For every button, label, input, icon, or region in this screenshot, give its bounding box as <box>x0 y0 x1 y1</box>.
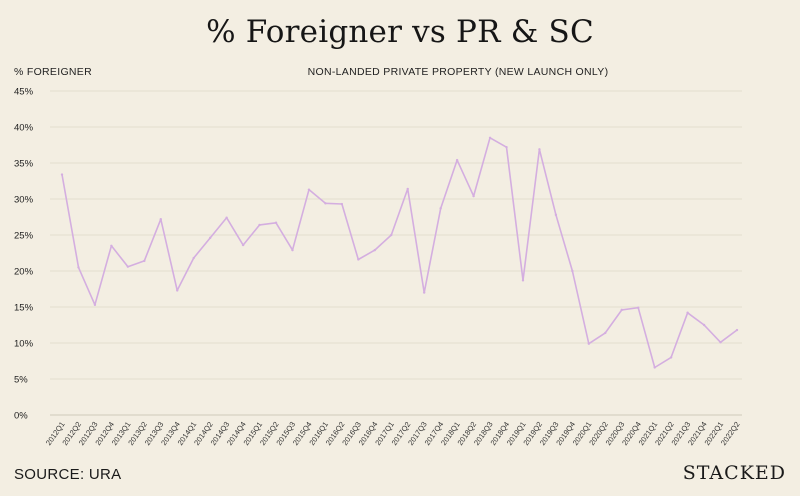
data-point <box>176 289 179 292</box>
y-tick-labels: 0% 5% 10% 15% 20% 25% 30% 35% 40% 45% <box>14 87 34 422</box>
grid-lines <box>50 90 742 416</box>
chart-title: % Foreigner vs PR & SC <box>206 14 594 50</box>
data-point <box>340 202 344 206</box>
y-axis-label: % FOREIGNER <box>14 66 92 78</box>
data-point <box>390 233 393 237</box>
y-tick-label: 0% <box>14 411 28 422</box>
data-point <box>554 213 558 217</box>
data-point <box>274 221 278 224</box>
data-point <box>307 188 311 191</box>
chart-subtitle: NON-LANDED PRIVATE PROPERTY (NEW LAUNCH … <box>307 66 609 78</box>
data-point <box>225 216 228 219</box>
data-point <box>93 303 97 307</box>
data-point <box>604 331 607 335</box>
y-tick-label: 15% <box>14 303 34 314</box>
data-points <box>60 136 739 369</box>
x-tick-labels: 2012Q12012Q22012Q32012Q42013Q12013Q22013… <box>44 420 742 447</box>
data-point <box>620 308 623 312</box>
data-point <box>422 291 426 294</box>
data-point <box>669 356 673 359</box>
data-point <box>126 265 130 268</box>
data-point <box>587 342 591 345</box>
y-tick-label: 25% <box>14 231 34 242</box>
data-point <box>159 217 162 221</box>
data-point <box>488 136 492 139</box>
data-point <box>258 223 261 227</box>
data-point <box>373 248 377 252</box>
y-tick-label: 45% <box>14 87 34 98</box>
y-tick-label: 30% <box>14 195 34 206</box>
y-tick-label: 35% <box>14 159 34 170</box>
data-point <box>439 207 442 210</box>
y-tick-label: 20% <box>14 267 34 278</box>
data-point <box>77 266 80 269</box>
series-line <box>61 137 738 369</box>
data-point <box>406 187 409 191</box>
y-tick-label: 10% <box>14 339 34 350</box>
data-point <box>571 269 574 273</box>
data-point <box>505 145 508 149</box>
data-point <box>653 366 656 369</box>
data-point <box>637 306 640 309</box>
data-point <box>192 256 195 260</box>
data-point <box>686 311 689 314</box>
data-point <box>702 323 706 327</box>
source-note: SOURCE: URA <box>14 466 122 483</box>
y-tick-label: 40% <box>14 123 34 134</box>
data-point <box>324 202 327 205</box>
data-point <box>208 236 212 240</box>
data-point <box>143 259 146 263</box>
data-point <box>719 341 722 344</box>
data-point <box>110 244 113 247</box>
data-point <box>538 148 541 151</box>
data-point <box>291 248 294 252</box>
data-point <box>241 243 245 247</box>
data-point <box>521 279 525 282</box>
data-point <box>455 158 459 162</box>
data-point <box>357 258 360 261</box>
brand-logo: STACKED <box>682 462 786 484</box>
data-point <box>735 328 739 332</box>
data-point <box>472 194 475 198</box>
y-tick-label: 5% <box>14 375 28 386</box>
data-point <box>60 173 64 176</box>
